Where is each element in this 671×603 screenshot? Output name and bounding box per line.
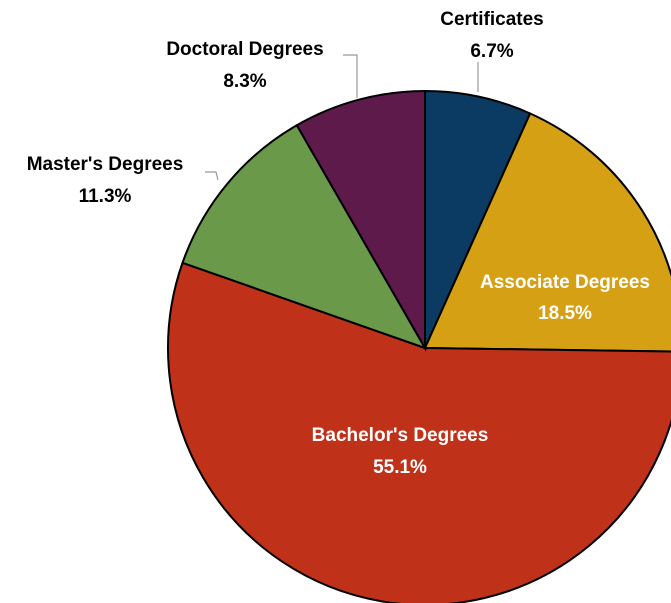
slice-label: Doctoral Degrees bbox=[166, 39, 323, 60]
slice-label: Associate Degrees bbox=[480, 272, 650, 293]
slice-value: 55.1% bbox=[373, 457, 427, 478]
pie-slice bbox=[424, 89, 532, 349]
slice-label: Certificates bbox=[440, 9, 544, 30]
pie-slice bbox=[295, 89, 426, 352]
pie-slice bbox=[167, 261, 671, 603]
slice-value: 11.3% bbox=[79, 186, 132, 207]
pie-slice bbox=[423, 112, 671, 353]
leader-line bbox=[343, 54, 358, 98]
slice-value: 18.5% bbox=[538, 303, 592, 324]
slice-value: 8.3% bbox=[223, 71, 266, 92]
slice-label: Master's Degrees bbox=[27, 154, 184, 175]
pie-slice bbox=[181, 123, 428, 350]
leader-line bbox=[205, 171, 219, 181]
slice-value: 6.7% bbox=[470, 41, 513, 62]
slice-label: Bachelor's Degrees bbox=[312, 425, 489, 446]
